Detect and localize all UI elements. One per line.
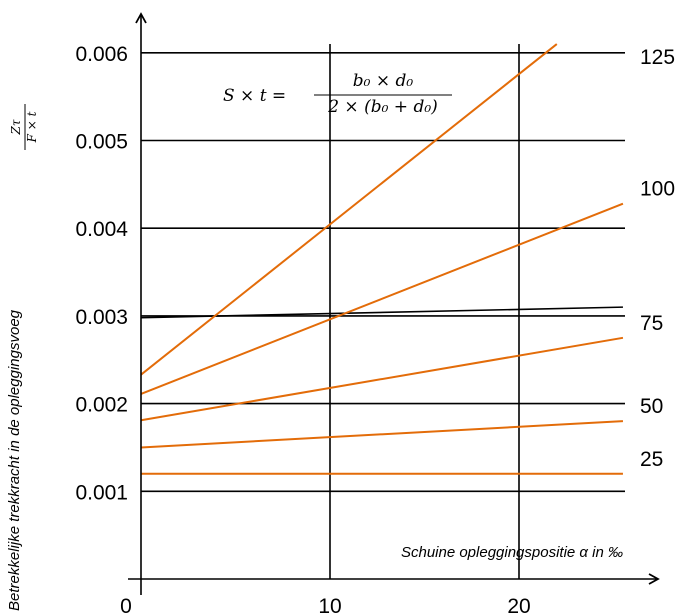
formula-denominator: 2 × (b₀ + d₀) xyxy=(327,97,438,117)
x-tick-label: 20 xyxy=(507,595,530,616)
x-tick-label: 10 xyxy=(318,595,341,616)
series-line-100 xyxy=(140,202,624,395)
series-label-50: 50 xyxy=(640,395,663,418)
y-tick-label: 0.002 xyxy=(75,394,128,417)
y-tick-label: 0.004 xyxy=(75,218,128,241)
series-label-75: 75 xyxy=(640,312,663,335)
tick-labels: 0.001 0.002 0.003 0.004 0.005 0.006 0 10 20 xyxy=(75,43,530,616)
x-axis-label: Schuine opleggingspositie α in ‰ xyxy=(401,544,623,561)
formula: S × t = b₀ × d₀ 2 × (b₀ + d₀) xyxy=(223,71,452,117)
y-label-fraction: Zτ F × t xyxy=(9,104,39,150)
y-fraction-denominator: F × t xyxy=(25,111,39,143)
series-line-75 xyxy=(140,336,624,422)
series-labels: 125 100 75 50 25 xyxy=(640,46,675,471)
reference-line xyxy=(140,306,623,319)
y-tick-label: 0.003 xyxy=(75,306,128,329)
gridlines xyxy=(140,44,625,579)
series-lines xyxy=(140,43,624,475)
y-tick-label: 0.001 xyxy=(75,481,128,504)
y-tick-label: 0.006 xyxy=(75,43,128,66)
series-label-100: 100 xyxy=(640,178,675,201)
formula-numerator: b₀ × d₀ xyxy=(353,71,414,91)
y-tick-label: 0.005 xyxy=(75,131,128,154)
y-axis-label: Betrekkelijke trekkracht in de oplegging… xyxy=(6,309,23,611)
series-label-125: 125 xyxy=(640,46,675,69)
series-line-125 xyxy=(140,43,558,376)
series-line-50 xyxy=(140,420,624,449)
series-label-25: 25 xyxy=(640,448,663,471)
x-tick-label: 0 xyxy=(120,595,132,616)
formula-lhs: S × t = xyxy=(223,86,286,106)
y-fraction-numerator: Zτ xyxy=(9,119,23,135)
